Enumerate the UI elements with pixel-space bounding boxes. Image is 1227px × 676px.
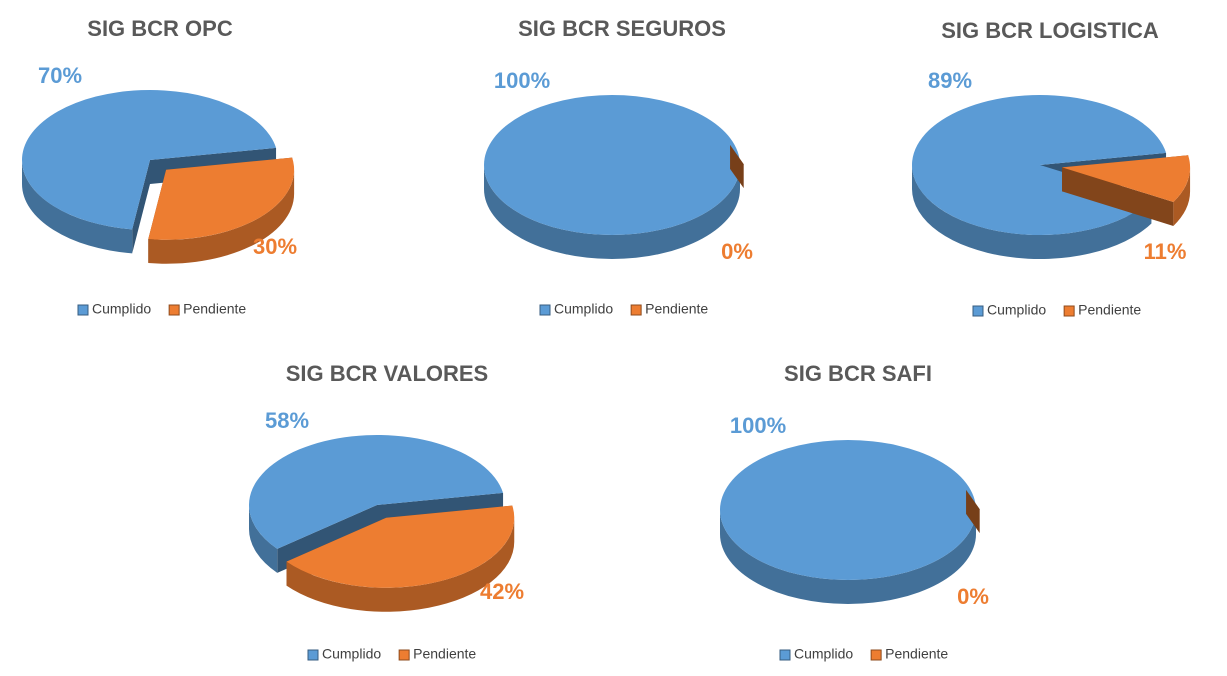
value-label: 89% (928, 68, 972, 93)
pie-chart: SIG BCR LOGISTICA 89% 11% Cumplido Pendiente (912, 18, 1191, 318)
pie-slice (720, 440, 976, 580)
legend-marker (630, 304, 642, 316)
pie-slice (286, 505, 515, 588)
legend-marker (77, 304, 89, 316)
pie-slice (730, 144, 744, 189)
chart-title: SIG BCR VALORES (286, 361, 489, 386)
pie-slice (286, 505, 515, 612)
value-label: 0% (721, 239, 753, 264)
pie-slice-side (912, 165, 1152, 260)
chart-title: SIG BCR SAFI (784, 361, 932, 386)
legend-label: Pendiente (885, 646, 948, 662)
pie-slice (966, 489, 980, 534)
pie-slice-face (1062, 167, 1174, 226)
pie-slice (21, 90, 277, 230)
pie-slice (1062, 155, 1191, 202)
chart-title: SIG BCR LOGISTICA (941, 18, 1159, 43)
chart-title: SIG BCR OPC (87, 16, 233, 41)
pie-slice (1062, 155, 1191, 226)
legend-label: Cumplido (322, 646, 381, 662)
pie-slice-side (484, 165, 740, 259)
value-label: 100% (494, 68, 550, 93)
chart-title: SIG BCR SEGUROS (518, 16, 726, 41)
legend-label: Pendiente (183, 301, 246, 317)
pie-slice-face (730, 144, 744, 189)
legend-marker (539, 304, 551, 316)
legend-label: Pendiente (1078, 302, 1141, 318)
legend-label: Pendiente (645, 301, 708, 317)
pie-chart: SIG BCR VALORES 58% 42% Cumplido Pendiente (248, 361, 524, 662)
pie-slice (484, 95, 740, 259)
legend-marker (779, 649, 791, 661)
pie-slice-side (720, 510, 976, 604)
pie-slice (720, 440, 976, 604)
legend-label: Cumplido (987, 302, 1046, 318)
pie-slice-face (966, 489, 980, 534)
legend-marker (398, 649, 410, 661)
pie-slice-side (22, 160, 133, 254)
legend-marker (1063, 305, 1075, 317)
value-label: 30% (253, 234, 297, 259)
pie-slice-side (286, 517, 515, 612)
pie-slice (148, 157, 295, 240)
value-label: 42% (480, 579, 524, 604)
legend-label: Pendiente (413, 646, 476, 662)
pie-slice (148, 157, 295, 264)
legend-label: Cumplido (794, 646, 853, 662)
pie-slice-side (249, 505, 278, 573)
legend-marker (168, 304, 180, 316)
legend-marker (870, 649, 882, 661)
pie-slice (484, 95, 740, 235)
pie-slice-side (1173, 167, 1191, 226)
pie-slice (248, 435, 504, 549)
value-label: 70% (38, 63, 82, 88)
pie-chart: SIG BCR SAFI 100% 0% Cumplido Pendiente (720, 361, 989, 662)
pie-slice-side (148, 169, 295, 264)
pie-chart: SIG BCR SEGUROS 100% 0% Cumplido Pendiente (484, 16, 753, 317)
legend-marker (307, 649, 319, 661)
legend-marker (972, 305, 984, 317)
value-label: 11% (1144, 239, 1187, 264)
pie-slice-face (132, 160, 150, 254)
legend-label: Cumplido (92, 301, 151, 317)
legend-label: Cumplido (554, 301, 613, 317)
value-label: 58% (265, 408, 309, 433)
value-label: 100% (730, 413, 786, 438)
value-label: 0% (957, 584, 989, 609)
